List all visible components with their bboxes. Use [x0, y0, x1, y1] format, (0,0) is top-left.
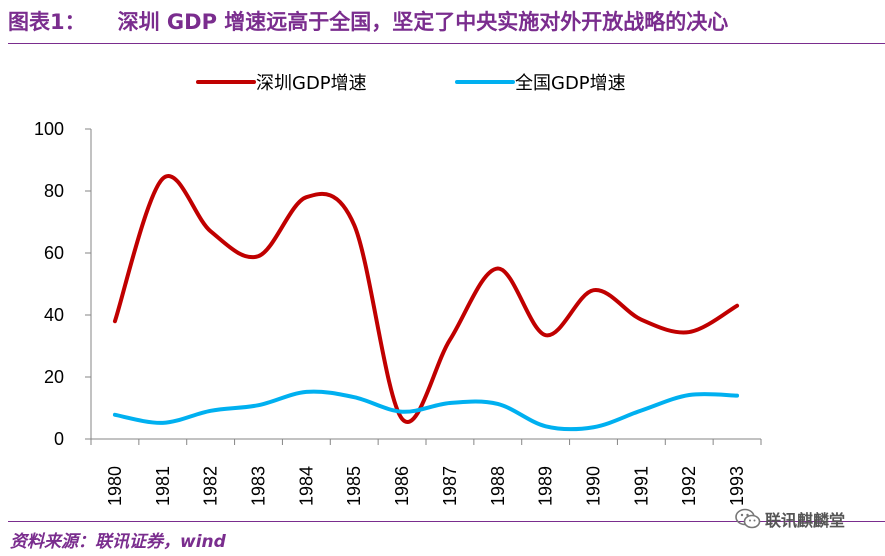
y-tick-label-40: 40 — [44, 305, 64, 325]
x-tick-label-1980: 1980 — [105, 466, 125, 506]
x-tick-label-1989: 1989 — [536, 466, 556, 506]
y-tick-label-80: 80 — [44, 181, 64, 201]
shenzhen-gdp-line — [112, 174, 740, 424]
x-tick-label-1986: 1986 — [392, 466, 412, 506]
y-tick-label-20: 20 — [44, 367, 64, 387]
figure-title: 深圳 GDP 增速远高于全国，坚定了中央实施对外开放战略的决心 — [117, 10, 729, 34]
y-tick-label-0: 0 — [54, 429, 64, 449]
x-tick-label-1984: 1984 — [296, 466, 316, 506]
footer-divider — [8, 521, 885, 522]
x-tick-label-1981: 1981 — [153, 466, 173, 506]
figure-label: 图表1： — [8, 10, 86, 34]
national-gdp-line — [112, 389, 740, 432]
x-tick-label-1993: 1993 — [727, 466, 747, 506]
x-tick-label-1988: 1988 — [488, 466, 508, 506]
x-tick-label-1992: 1992 — [679, 466, 699, 506]
title-divider — [8, 43, 885, 44]
x-tick-label-1982: 1982 — [201, 466, 221, 506]
x-tick-label-1991: 1991 — [631, 466, 651, 506]
y-tick-label-60: 60 — [44, 243, 64, 263]
watermark-text: 联讯麒麟堂 — [765, 511, 846, 530]
line-chart: 0 20 40 60 80 100 1980 1981 1982 1983 1984 1985 1986… — [34, 73, 762, 506]
x-tick-label-1985: 1985 — [344, 466, 364, 506]
legend-label-1: 全国GDP增速 — [515, 73, 626, 94]
legend-label-0: 深圳GDP增速 — [256, 73, 367, 94]
x-tick-label-1987: 1987 — [440, 466, 460, 506]
wechat-icon — [735, 508, 761, 529]
x-tick-label-1983: 1983 — [249, 466, 269, 506]
x-tick-label-1990: 1990 — [584, 466, 604, 506]
source-note: 资料来源：联讯证券，wind — [10, 532, 226, 552]
watermark: 联讯麒麟堂 — [735, 507, 845, 531]
y-tick-label-100: 100 — [34, 119, 64, 139]
page-title: 图表1： 深圳 GDP 增速远高于全国，坚定了中央实施对外开放战略的决心 — [8, 6, 728, 36]
